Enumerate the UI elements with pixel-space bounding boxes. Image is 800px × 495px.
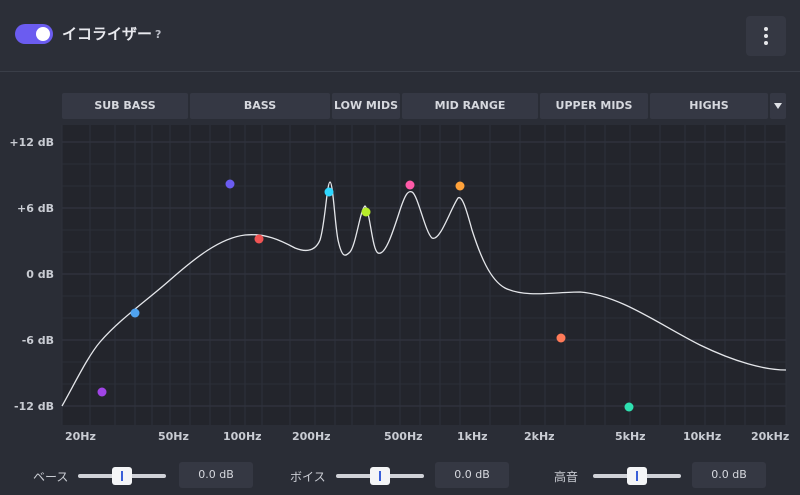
- voice-slider-label: ボイス: [290, 470, 326, 484]
- freq-label: 5kHz: [615, 430, 646, 443]
- freq-label: 20kHz: [751, 430, 790, 443]
- eq-point-5[interactable]: [324, 187, 334, 197]
- eq-point-9[interactable]: [556, 333, 566, 343]
- freq-label: 100Hz: [223, 430, 262, 443]
- kebab-dot: [764, 34, 768, 38]
- band-low-mids[interactable]: LOW MIDS: [332, 93, 400, 119]
- bass-slider[interactable]: [78, 467, 166, 485]
- eq-point-10[interactable]: [624, 402, 634, 412]
- bass-slider-label: ベース: [33, 470, 69, 484]
- band-selector: SUB BASS BASS LOW MIDS MID RANGE UPPER M…: [62, 93, 786, 119]
- y-axis-label: +6 dB: [17, 202, 54, 215]
- bass-value[interactable]: 0.0 dB: [179, 462, 253, 488]
- treble-slider[interactable]: [593, 467, 681, 485]
- band-bass[interactable]: BASS: [190, 93, 330, 119]
- voice-slider-thumb[interactable]: [370, 467, 390, 485]
- treble-slider-thumb[interactable]: [627, 467, 647, 485]
- y-axis-label: -6 dB: [22, 334, 54, 347]
- eq-point-4[interactable]: [254, 234, 264, 244]
- freq-label: 2kHz: [524, 430, 555, 443]
- y-axis-labels: +12 dB +6 dB 0 dB -6 dB -12 dB: [9, 136, 54, 413]
- voice-value[interactable]: 0.0 dB: [435, 462, 509, 488]
- kebab-menu-icon: [764, 27, 768, 31]
- graph-grid: [61, 125, 787, 425]
- eq-point-8[interactable]: [455, 181, 465, 191]
- treble-value[interactable]: 0.0 dB: [692, 462, 766, 488]
- graph-background: [62, 125, 786, 425]
- freq-label: 500Hz: [384, 430, 423, 443]
- eq-curve: [61, 181, 787, 407]
- treble-slider-label: 高音: [554, 470, 579, 484]
- eq-point-7[interactable]: [405, 180, 415, 190]
- caret-down-icon: [774, 103, 782, 109]
- kebab-dot: [764, 41, 768, 45]
- equalizer-toggle[interactable]: [15, 24, 53, 44]
- eq-point-3[interactable]: [225, 179, 235, 189]
- band-mid-range[interactable]: MID RANGE: [402, 93, 538, 119]
- more-bands-button[interactable]: [770, 93, 786, 119]
- eq-points: [97, 179, 634, 412]
- help-icon[interactable]: ?: [155, 28, 162, 41]
- freq-label: 50Hz: [158, 430, 189, 443]
- kebab-menu-button[interactable]: [746, 16, 786, 56]
- voice-slider[interactable]: [336, 467, 424, 485]
- freq-label: 200Hz: [292, 430, 331, 443]
- top-bar: イコライザー ?: [0, 0, 800, 72]
- page-title: イコライザー: [62, 25, 153, 43]
- eq-graph[interactable]: +12 dB +6 dB 0 dB -6 dB -12 dB: [0, 120, 800, 425]
- y-axis-label: 0 dB: [26, 268, 54, 281]
- freq-label: 1kHz: [457, 430, 488, 443]
- toggle-knob: [36, 27, 50, 41]
- band-upper-mids[interactable]: UPPER MIDS: [540, 93, 648, 119]
- y-axis-label: +12 dB: [9, 136, 54, 149]
- freq-label: 10kHz: [683, 430, 722, 443]
- freq-label: 20Hz: [65, 430, 96, 443]
- y-axis-label: -12 dB: [14, 400, 54, 413]
- eq-point-1[interactable]: [97, 387, 107, 397]
- eq-point-6[interactable]: [361, 207, 371, 217]
- band-highs[interactable]: HIGHS: [650, 93, 768, 119]
- band-sub-bass[interactable]: SUB BASS: [62, 93, 188, 119]
- bass-slider-thumb[interactable]: [112, 467, 132, 485]
- eq-point-2[interactable]: [130, 308, 140, 318]
